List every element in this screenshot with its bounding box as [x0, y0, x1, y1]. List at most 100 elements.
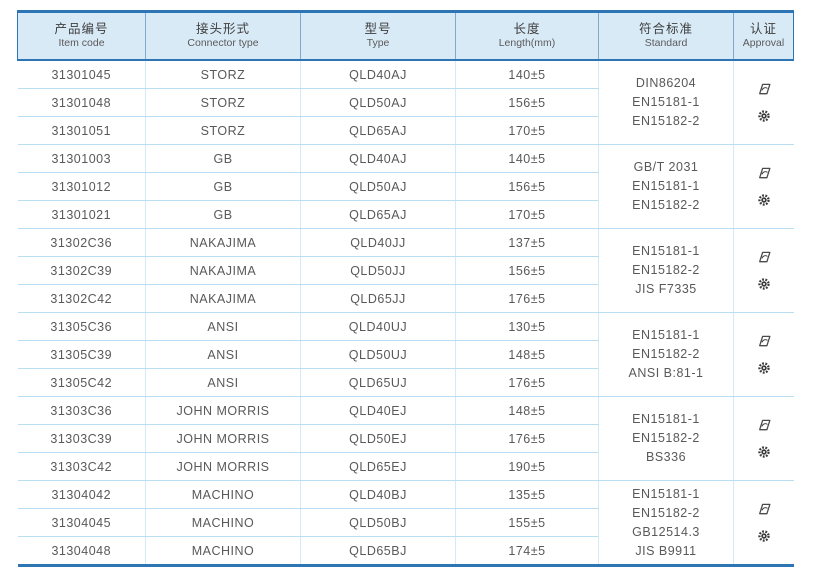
item-code-cell: 31304042: [17, 480, 146, 509]
standard-line: EN15182-2: [632, 263, 700, 277]
col-header-standard: 符合标准 Standard: [598, 11, 734, 61]
connector-cell: JOHN MORRIS: [145, 452, 301, 481]
table-row: 31305C36 ANSI QLD40UJ 130±5 EN15181-1 EN…: [17, 312, 794, 397]
table-row: 31301051 STORZ QLD65AJ 170±5: [17, 116, 794, 145]
col-header-zh: 长度: [513, 22, 541, 36]
length-cell: 156±5: [455, 172, 599, 201]
connector-cell: MACHINO: [145, 508, 301, 537]
type-cell: QLD65BJ: [300, 536, 456, 566]
col-header-en: Item code: [58, 37, 105, 49]
connector-cell: GB: [145, 200, 301, 229]
connector-cell: ANSI: [145, 340, 301, 369]
standard-line: EN15182-2: [632, 505, 700, 520]
standard-line: EN15181-1: [632, 95, 700, 109]
standard-line: EN15182-2: [632, 198, 700, 212]
standard-line: EN15181-1: [632, 244, 700, 258]
col-header-type: 型号 Type: [300, 11, 456, 61]
connector-cell: GB: [145, 144, 301, 173]
connector-cell: NAKAJIMA: [145, 256, 301, 285]
length-cell: 156±5: [455, 256, 599, 285]
table-row: 31302C36 NAKAJIMA QLD40JJ 137±5 EN15181-…: [17, 228, 794, 313]
spec-table: 产品编号 Item code 接头形式 Connector type 型号 Type …: [17, 10, 794, 567]
item-code-cell: 31301021: [17, 200, 146, 229]
length-cell: 176±5: [455, 284, 599, 313]
standard-line: ANSI B:81-1: [628, 366, 704, 380]
length-cell: 174±5: [455, 536, 599, 566]
length-cell: 176±5: [455, 424, 599, 453]
type-cell: QLD50EJ: [300, 424, 456, 453]
table-row: 31305C39 ANSI QLD50UJ 148±5: [17, 340, 794, 369]
standard-line: EN15181-1: [632, 486, 700, 501]
type-cell: QLD65AJ: [300, 200, 456, 229]
length-cell: 130±5: [455, 312, 599, 341]
certificate-logo-icon: [755, 250, 772, 264]
type-cell: QLD40AJ: [300, 144, 456, 173]
certificate-logo-icon: [755, 334, 772, 348]
standard-line: JIS F7335: [635, 282, 697, 296]
connector-cell: NAKAJIMA: [145, 228, 301, 257]
col-header-item-code: 产品编号 Item code: [17, 11, 146, 61]
col-header-connector-type: 接头形式 Connector type: [145, 11, 301, 61]
length-cell: 156±5: [455, 88, 599, 117]
connector-cell: STORZ: [145, 88, 301, 117]
item-code-cell: 31301048: [17, 88, 146, 117]
table-row: 31301045 STORZ QLD40AJ 140±5 DIN86204 EN…: [17, 60, 794, 145]
type-cell: QLD50UJ: [300, 340, 456, 369]
standards-cell: DIN86204 EN15181-1 EN15182-2: [598, 60, 734, 145]
type-cell: QLD40AJ: [300, 60, 456, 89]
col-header-zh: 符合标准: [638, 22, 693, 36]
approval-cell: [733, 60, 794, 145]
connector-cell: STORZ: [145, 116, 301, 145]
standards-cell: EN15181-1 EN15182-2 GB12514.3 JIS B9911: [598, 480, 734, 566]
table-row: 31301048 STORZ QLD50AJ 156±5: [17, 88, 794, 117]
type-cell: QLD50BJ: [300, 508, 456, 537]
table-row: 31304042 MACHINO QLD40BJ 135±5 EN15181-1…: [17, 480, 794, 566]
item-code-cell: 31301051: [17, 116, 146, 145]
connector-cell: MACHINO: [145, 480, 301, 509]
type-cell: QLD40BJ: [300, 480, 456, 509]
item-code-cell: 31303C42: [17, 452, 146, 481]
table-row: 31301021 GB QLD65AJ 170±5: [17, 200, 794, 229]
table-row: 31304045 MACHINO QLD50BJ 155±5: [17, 508, 794, 537]
item-code-cell: 31305C39: [17, 340, 146, 369]
standard-line: GB12514.3: [632, 524, 700, 539]
standards-cell: EN15181-1 EN15182-2 ANSI B:81-1: [598, 312, 734, 397]
approval-cell: [733, 228, 794, 313]
item-code-cell: 31305C42: [17, 368, 146, 397]
col-header-en: Approval: [742, 37, 785, 49]
length-cell: 137±5: [455, 228, 599, 257]
approval-cell: [733, 480, 794, 566]
item-code-cell: 31301012: [17, 172, 146, 201]
certificate-logo-icon: [755, 502, 772, 516]
item-code-cell: 31301045: [17, 60, 146, 89]
col-header-en: Length(mm): [498, 37, 556, 49]
standard-line: BS336: [645, 450, 687, 464]
type-cell: QLD40JJ: [300, 228, 456, 257]
item-code-cell: 31305C36: [17, 312, 146, 341]
certificate-logo-icon: [755, 418, 772, 432]
item-code-cell: 31303C39: [17, 424, 146, 453]
item-code-cell: 31303C36: [17, 396, 146, 425]
length-cell: 190±5: [455, 452, 599, 481]
connector-cell: ANSI: [145, 368, 301, 397]
certificate-logo-icon: [755, 82, 772, 96]
type-cell: QLD65EJ: [300, 452, 456, 481]
product-spec-table: 产品编号 Item code 接头形式 Connector type 型号 Type …: [17, 10, 794, 567]
connector-cell: ANSI: [145, 312, 301, 341]
item-code-cell: 31301003: [17, 144, 146, 173]
length-cell: 148±5: [455, 396, 599, 425]
approval-cell: [733, 144, 794, 229]
standard-line: EN15181-1: [632, 179, 700, 193]
type-cell: QLD40EJ: [300, 396, 456, 425]
length-cell: 148±5: [455, 340, 599, 369]
type-cell: QLD40UJ: [300, 312, 456, 341]
col-header-en: Standard: [644, 37, 688, 49]
gear-seal-icon: [757, 529, 771, 543]
length-cell: 135±5: [455, 480, 599, 509]
table-row: 31305C42 ANSI QLD65UJ 176±5: [17, 368, 794, 397]
col-header-zh: 接头形式: [195, 22, 250, 36]
gear-seal-icon: [757, 193, 771, 207]
connector-cell: STORZ: [145, 60, 301, 89]
item-code-cell: 31302C42: [17, 284, 146, 313]
approval-cell: [733, 312, 794, 397]
